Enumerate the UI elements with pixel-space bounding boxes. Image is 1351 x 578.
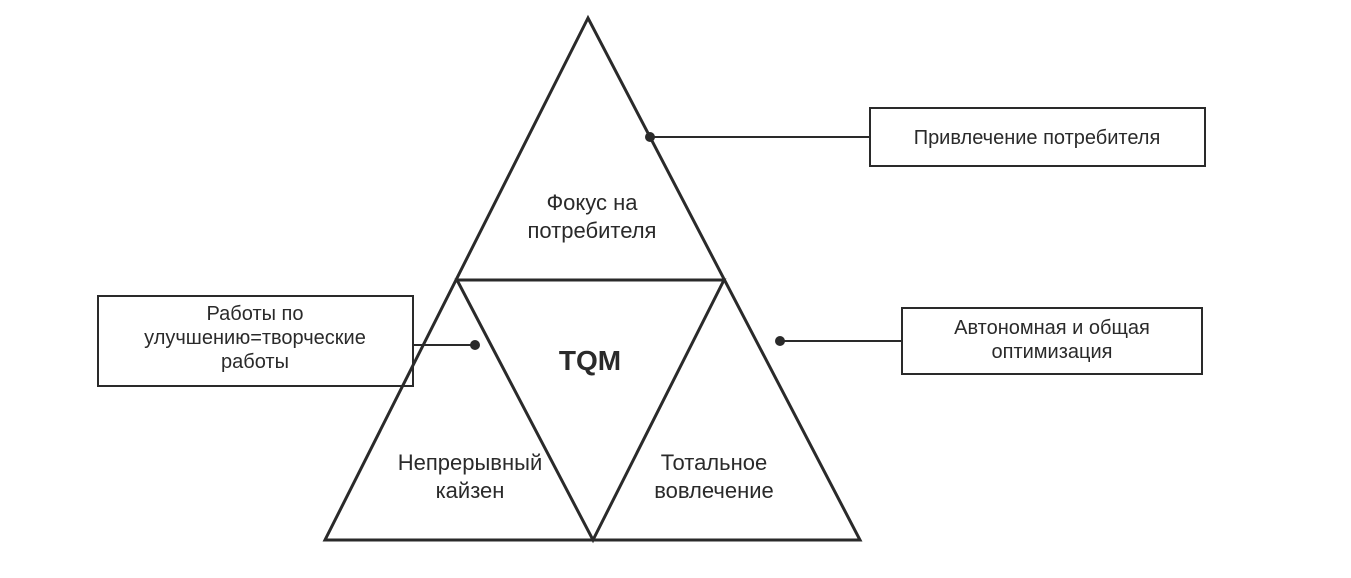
top-label-line1: Фокус на (546, 190, 638, 215)
right-callout-line2: оптимизация (992, 341, 1113, 363)
right-label-line1: Тотальное (661, 450, 767, 475)
right-callout-line1: Автономная и общая (954, 317, 1150, 339)
center-label: TQM (559, 345, 621, 376)
right-label-line2: вовлечение (654, 478, 774, 503)
tqm-triangle-diagram: Фокус на потребителя TQM Непрерывный кай… (0, 0, 1351, 578)
left-callout-dot (470, 340, 480, 350)
left-callout-line1: Работы по (207, 303, 304, 325)
left-label-line1: Непрерывный (398, 450, 543, 475)
left-callout-line2: улучшению=творческие (144, 327, 366, 349)
left-label-line2: кайзен (436, 478, 505, 503)
left-callout-line3: работы (221, 351, 289, 373)
topright-callout-line1: Привлечение потребителя (914, 127, 1161, 149)
right-callout-dot (775, 336, 785, 346)
top-label-line2: потребителя (528, 218, 657, 243)
topright-callout-dot (645, 132, 655, 142)
